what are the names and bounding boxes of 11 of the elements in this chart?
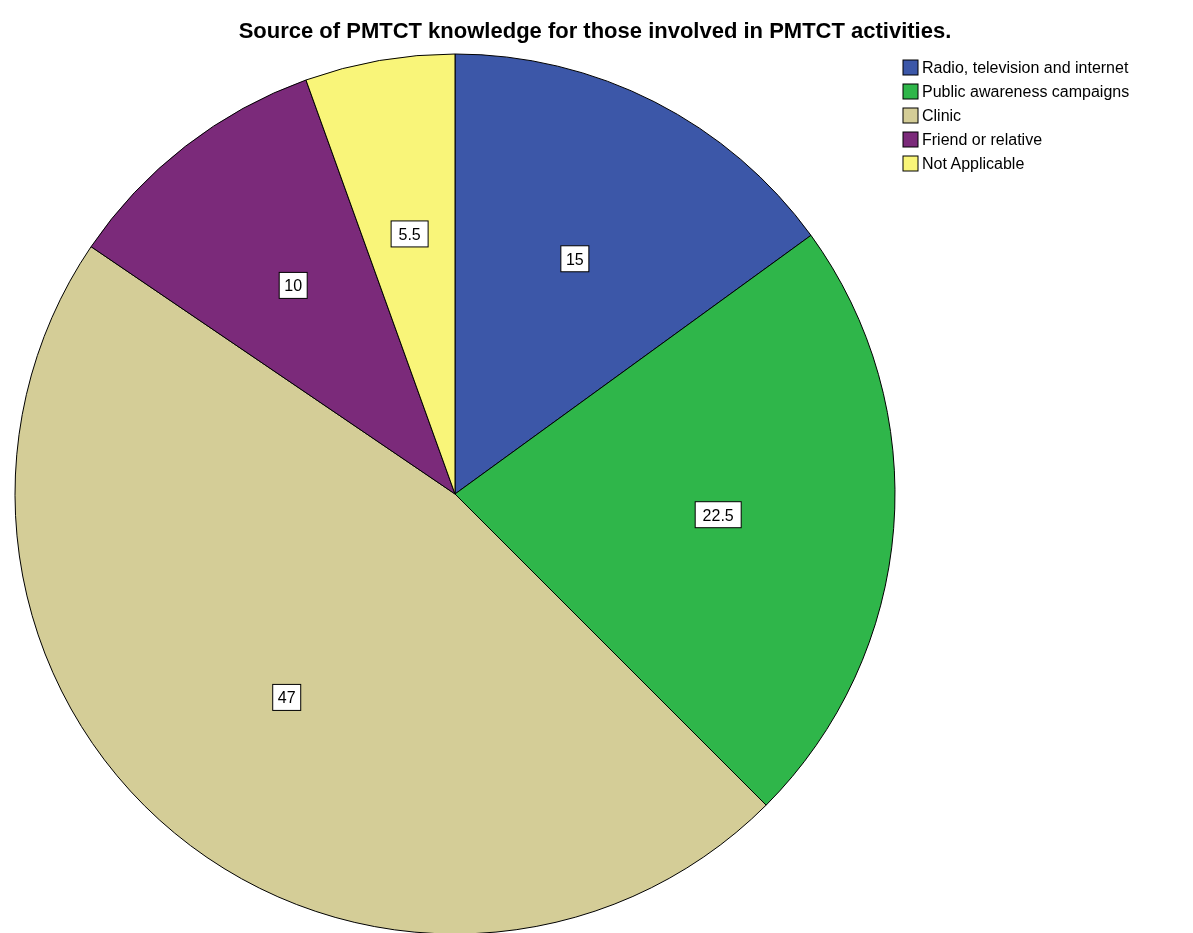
data-label: 15 [565,250,584,268]
legend-label: Clinic [922,107,962,124]
legend-label: Public awareness campaigns [922,83,1130,100]
legend-label: Not Applicable [922,155,1025,172]
data-label: 22.5 [702,506,734,524]
legend-label: Radio, television and internet [922,59,1129,76]
chart-title: Source of PMTCT knowledge for those involved in PMTCT activities. [238,18,952,43]
legend-label: Friend or relative [922,131,1043,148]
data-label: 5.5 [398,225,421,243]
data-label: 47 [277,689,296,707]
data-label: 10 [284,277,303,295]
